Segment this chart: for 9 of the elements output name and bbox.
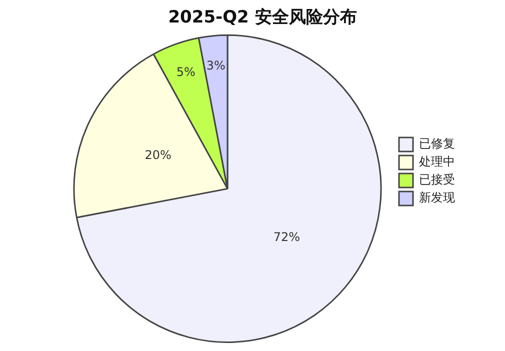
data-label: 5%	[176, 65, 196, 80]
legend-label: 新发现	[419, 190, 455, 205]
data-label: 20%	[144, 148, 172, 162]
legend-label: 已接受	[419, 172, 455, 187]
data-label: 72%	[273, 230, 300, 244]
legend-label: 处理中	[419, 154, 455, 169]
data-label: 3%	[206, 58, 226, 73]
legend-label: 已修复	[419, 136, 455, 151]
chart-title: 2025-Q2 安全风险分布	[168, 8, 357, 28]
